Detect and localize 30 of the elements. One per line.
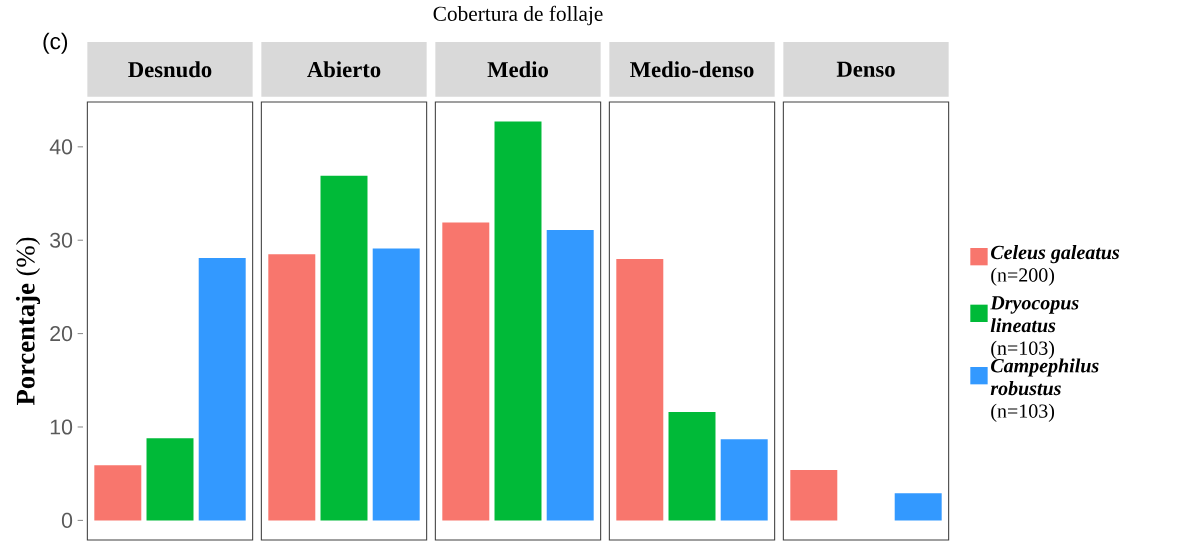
- y-axis-title: Porcentaje (%): [15, 237, 41, 406]
- bar: [198, 257, 246, 521]
- y-tick-label: 30: [50, 232, 73, 248]
- x-tick-label: Medio-denso: [630, 61, 754, 78]
- text: (c): [43, 32, 68, 54]
- y-tick-label: 40: [49, 139, 73, 155]
- bar: [320, 175, 368, 521]
- legend-label: Campephilus robustus (n=103): [990, 358, 1099, 422]
- bar: [546, 229, 594, 521]
- x-tick-label: Desnudo: [128, 61, 212, 78]
- chart-title: Cobertura de follaje: [433, 5, 603, 26]
- bar: [616, 258, 664, 521]
- y-tick-label: 10: [50, 419, 73, 435]
- bar: [720, 439, 768, 521]
- bar: [494, 121, 542, 521]
- bar: [268, 254, 316, 521]
- bar: [668, 412, 716, 521]
- x-tick-label: Medio: [487, 61, 548, 78]
- legend-label: Dryocopus lineatus (n=103): [990, 296, 1079, 359]
- bar: [442, 222, 490, 521]
- x-tick-label: Abierto: [307, 61, 381, 78]
- bar: [146, 438, 194, 521]
- y-tick-label: 0: [61, 512, 73, 528]
- bar: [894, 493, 942, 521]
- bar: [94, 465, 142, 521]
- y-tick-label: 20: [50, 326, 73, 342]
- legend-label: Celeus galeatus (n=200): [991, 245, 1120, 286]
- x-tick-label: Denso: [836, 61, 895, 77]
- bar: [790, 469, 838, 521]
- bar: [372, 248, 420, 521]
